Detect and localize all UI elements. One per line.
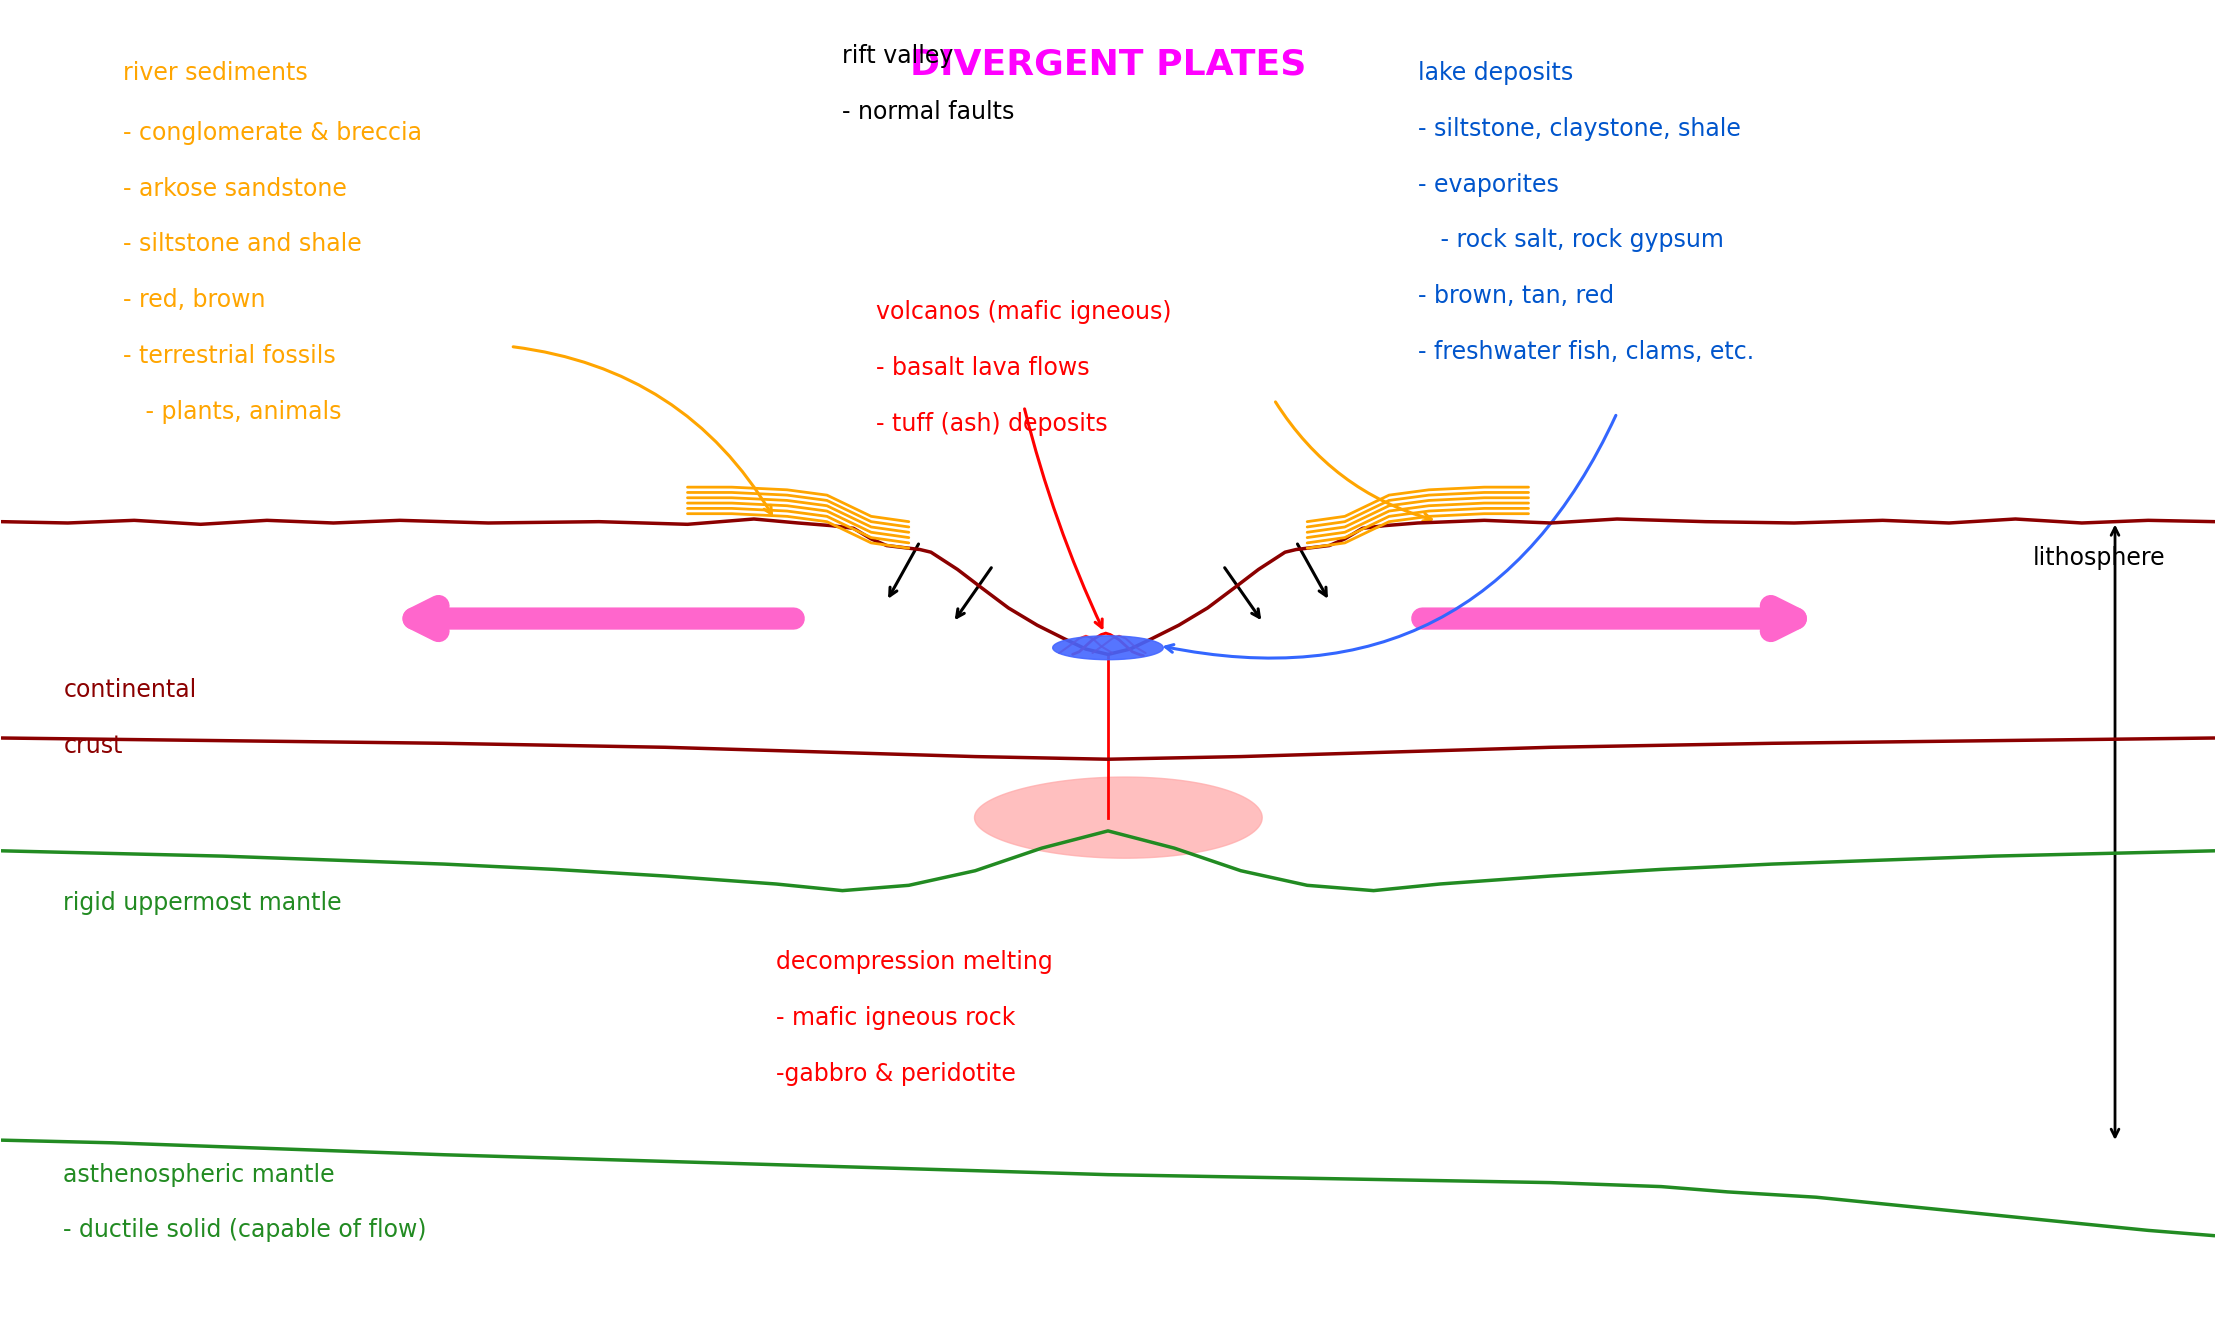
Polygon shape (975, 777, 1263, 858)
Text: lake deposits: lake deposits (1418, 61, 1573, 85)
Text: - red, brown: - red, brown (124, 289, 266, 313)
Text: volcanos (mafic igneous): volcanos (mafic igneous) (875, 301, 1170, 325)
Text: - evaporites: - evaporites (1418, 173, 1558, 197)
Text: river sediments: river sediments (124, 61, 308, 85)
Text: - terrestrial fossils: - terrestrial fossils (124, 344, 337, 368)
Text: DIVERGENT PLATES: DIVERGENT PLATES (911, 48, 1305, 82)
Text: - plants, animals: - plants, animals (124, 399, 341, 423)
Text: lithosphere: lithosphere (2032, 545, 2165, 569)
Text: - siltstone and shale: - siltstone and shale (124, 233, 361, 257)
Text: crust: crust (64, 734, 122, 758)
Text: decompression melting: decompression melting (776, 951, 1053, 975)
Text: -gabbro & peridotite: -gabbro & peridotite (776, 1061, 1015, 1085)
Text: - normal faults: - normal faults (842, 100, 1015, 124)
Text: - ductile solid (capable of flow): - ductile solid (capable of flow) (64, 1218, 428, 1242)
Text: - tuff (ash) deposits: - tuff (ash) deposits (875, 411, 1108, 435)
Text: - brown, tan, red: - brown, tan, red (1418, 285, 1613, 309)
Text: - rock salt, rock gypsum: - rock salt, rock gypsum (1418, 229, 1724, 253)
Text: - mafic igneous rock: - mafic igneous rock (776, 1005, 1015, 1031)
Text: - conglomerate & breccia: - conglomerate & breccia (124, 121, 421, 145)
Text: - basalt lava flows: - basalt lava flows (875, 355, 1090, 380)
Text: rigid uppermost mantle: rigid uppermost mantle (64, 891, 341, 915)
Text: - siltstone, claystone, shale: - siltstone, claystone, shale (1418, 117, 1742, 141)
Text: - freshwater fish, clams, etc.: - freshwater fish, clams, etc. (1418, 340, 1755, 364)
Text: continental: continental (64, 678, 197, 702)
Polygon shape (1053, 636, 1163, 660)
Text: - arkose sandstone: - arkose sandstone (124, 177, 348, 201)
Text: asthenospheric mantle: asthenospheric mantle (64, 1162, 335, 1186)
Text: rift valley: rift valley (842, 44, 953, 68)
